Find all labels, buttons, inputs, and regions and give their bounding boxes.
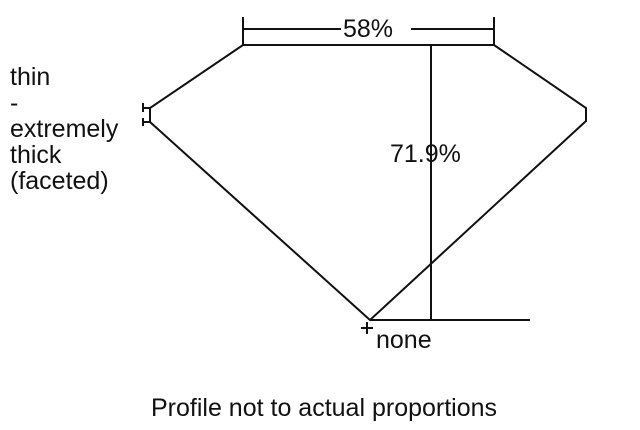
depth-percent-label: 71.9%	[390, 140, 461, 168]
diamond-outline	[149, 44, 587, 322]
girdle-label-line: -	[10, 89, 19, 117]
culet-label: none	[376, 326, 432, 354]
girdle-label-line: extremely	[10, 115, 119, 143]
table-percent-label: 58%	[343, 15, 394, 43]
proportions-note: Profile not to actual proportions	[151, 394, 498, 422]
girdle-label-line: thick	[10, 141, 62, 169]
girdle-label-line: (faceted)	[10, 167, 109, 195]
girdle-label: thin - extremely thick (faceted)	[10, 64, 118, 194]
girdle-label-line: thin	[10, 63, 51, 91]
